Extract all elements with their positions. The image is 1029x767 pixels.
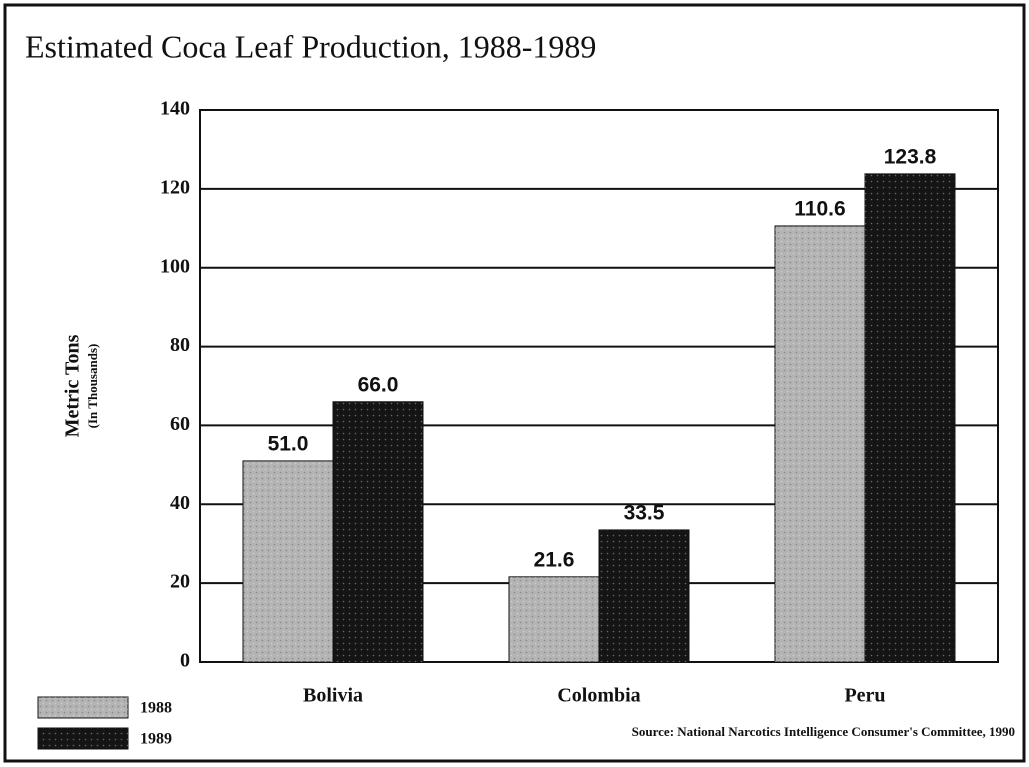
bar-texture [865,173,955,663]
value-label: 21.6 [534,548,575,571]
value-label: 66.0 [358,373,399,396]
bar-texture [243,460,333,662]
legend-label: 1989 [140,731,172,748]
y-tick-label: 0 [180,650,190,672]
legend-label: 1988 [140,700,172,717]
y-axis-label-group: Metric Tons (In Thousands) [62,334,100,437]
value-label: 51.0 [268,432,309,455]
x-tick-label: Bolivia [303,685,363,707]
bar-texture [333,401,423,662]
y-tick-label: 20 [170,571,190,593]
value-label: 33.5 [624,501,665,524]
y-axis-label: Metric Tons [62,334,84,437]
value-label: 110.6 [794,197,845,220]
value-label: 123.8 [884,145,937,168]
x-tick-label: Colombia [557,685,640,707]
y-tick-label: 120 [160,176,190,198]
x-tick-label: Peru [844,685,885,707]
y-tick-label: 80 [170,334,190,356]
legend-swatch-texture [38,728,128,749]
y-tick-label: 40 [170,492,190,514]
bar-texture [509,576,599,662]
chart-title: Estimated Coca Leaf Production, 1988-198… [25,28,596,64]
y-tick-label: 140 [160,98,190,120]
legend-swatch-texture [38,697,128,718]
frame [3,3,1026,763]
y-tick-label: 100 [160,255,190,277]
bar-texture [599,529,689,662]
source-note: Source: National Narcotics Intelligence … [632,724,1015,739]
bar-texture [775,225,865,663]
y-tick-label: 60 [170,413,190,435]
y-axis-sublabel: (In Thousands) [85,344,100,429]
